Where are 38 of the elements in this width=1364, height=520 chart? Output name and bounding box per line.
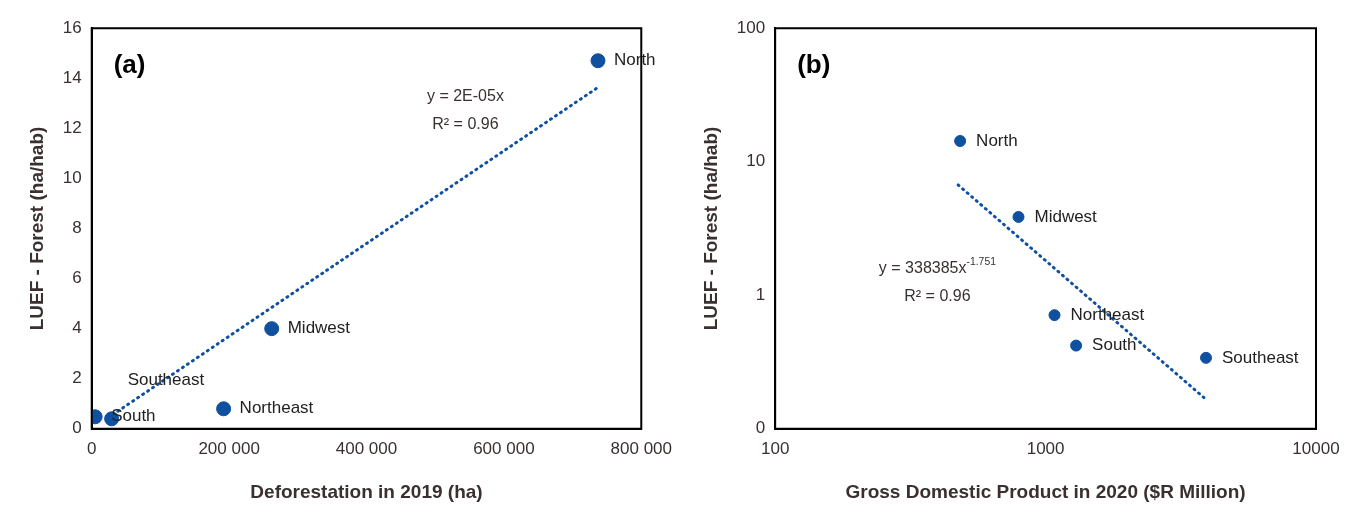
point bbox=[590, 53, 606, 69]
y-tick-label: 12 bbox=[62, 118, 82, 138]
annotation: Midwest bbox=[287, 318, 351, 338]
y-tick-label: 8 bbox=[72, 218, 82, 238]
y-tick-label: 10 bbox=[746, 151, 766, 171]
y-tick-label: 0 bbox=[72, 418, 82, 438]
y-tick-label: 1 bbox=[755, 284, 766, 304]
annotation: Southeast bbox=[1222, 347, 1299, 367]
x-tick-label: 10000 bbox=[1292, 438, 1340, 458]
y-tick-label: 14 bbox=[62, 67, 82, 87]
point bbox=[216, 401, 232, 417]
annotation: y = 2E-05x bbox=[426, 86, 504, 104]
annotation: Northeast bbox=[239, 398, 314, 418]
y-tick-label: 10 bbox=[62, 168, 82, 188]
x-axis-title: Gross Domestic Product in 2020 ($R Million) bbox=[845, 480, 1246, 502]
y-tick-label: 2 bbox=[72, 368, 82, 388]
y-axis-title: LUEF - Forest (ha/hab) bbox=[699, 126, 721, 331]
y-tick-label: 4 bbox=[72, 318, 82, 338]
x-tick-label: 1000 bbox=[1026, 438, 1065, 458]
annotation: Midwest bbox=[1034, 206, 1098, 226]
x-tick-label: 800 000 bbox=[610, 438, 672, 458]
point bbox=[264, 321, 280, 337]
x-tick-label: 600 000 bbox=[473, 438, 535, 458]
text: (b) bbox=[797, 49, 831, 80]
x-tick-label: 0 bbox=[86, 438, 97, 458]
y-tick-label: 0 bbox=[755, 418, 766, 438]
y-tick-label: 100 bbox=[736, 17, 766, 37]
annotation: South bbox=[1092, 335, 1137, 355]
y-tick-label: 16 bbox=[62, 17, 82, 37]
annotation: R² = 0.96 bbox=[904, 286, 971, 304]
y-axis-title: LUEF - Forest (ha/hab) bbox=[25, 126, 47, 331]
x-tick-label: 200 000 bbox=[198, 438, 260, 458]
x-axis-title: Deforestation in 2019 (ha) bbox=[250, 480, 483, 502]
y-tick-label: 6 bbox=[72, 268, 82, 288]
x-tick-label: 400 000 bbox=[335, 438, 398, 458]
annotation: North bbox=[976, 130, 1018, 150]
annotation: R² = 0.96 bbox=[432, 114, 499, 132]
text: (a) bbox=[113, 49, 146, 80]
